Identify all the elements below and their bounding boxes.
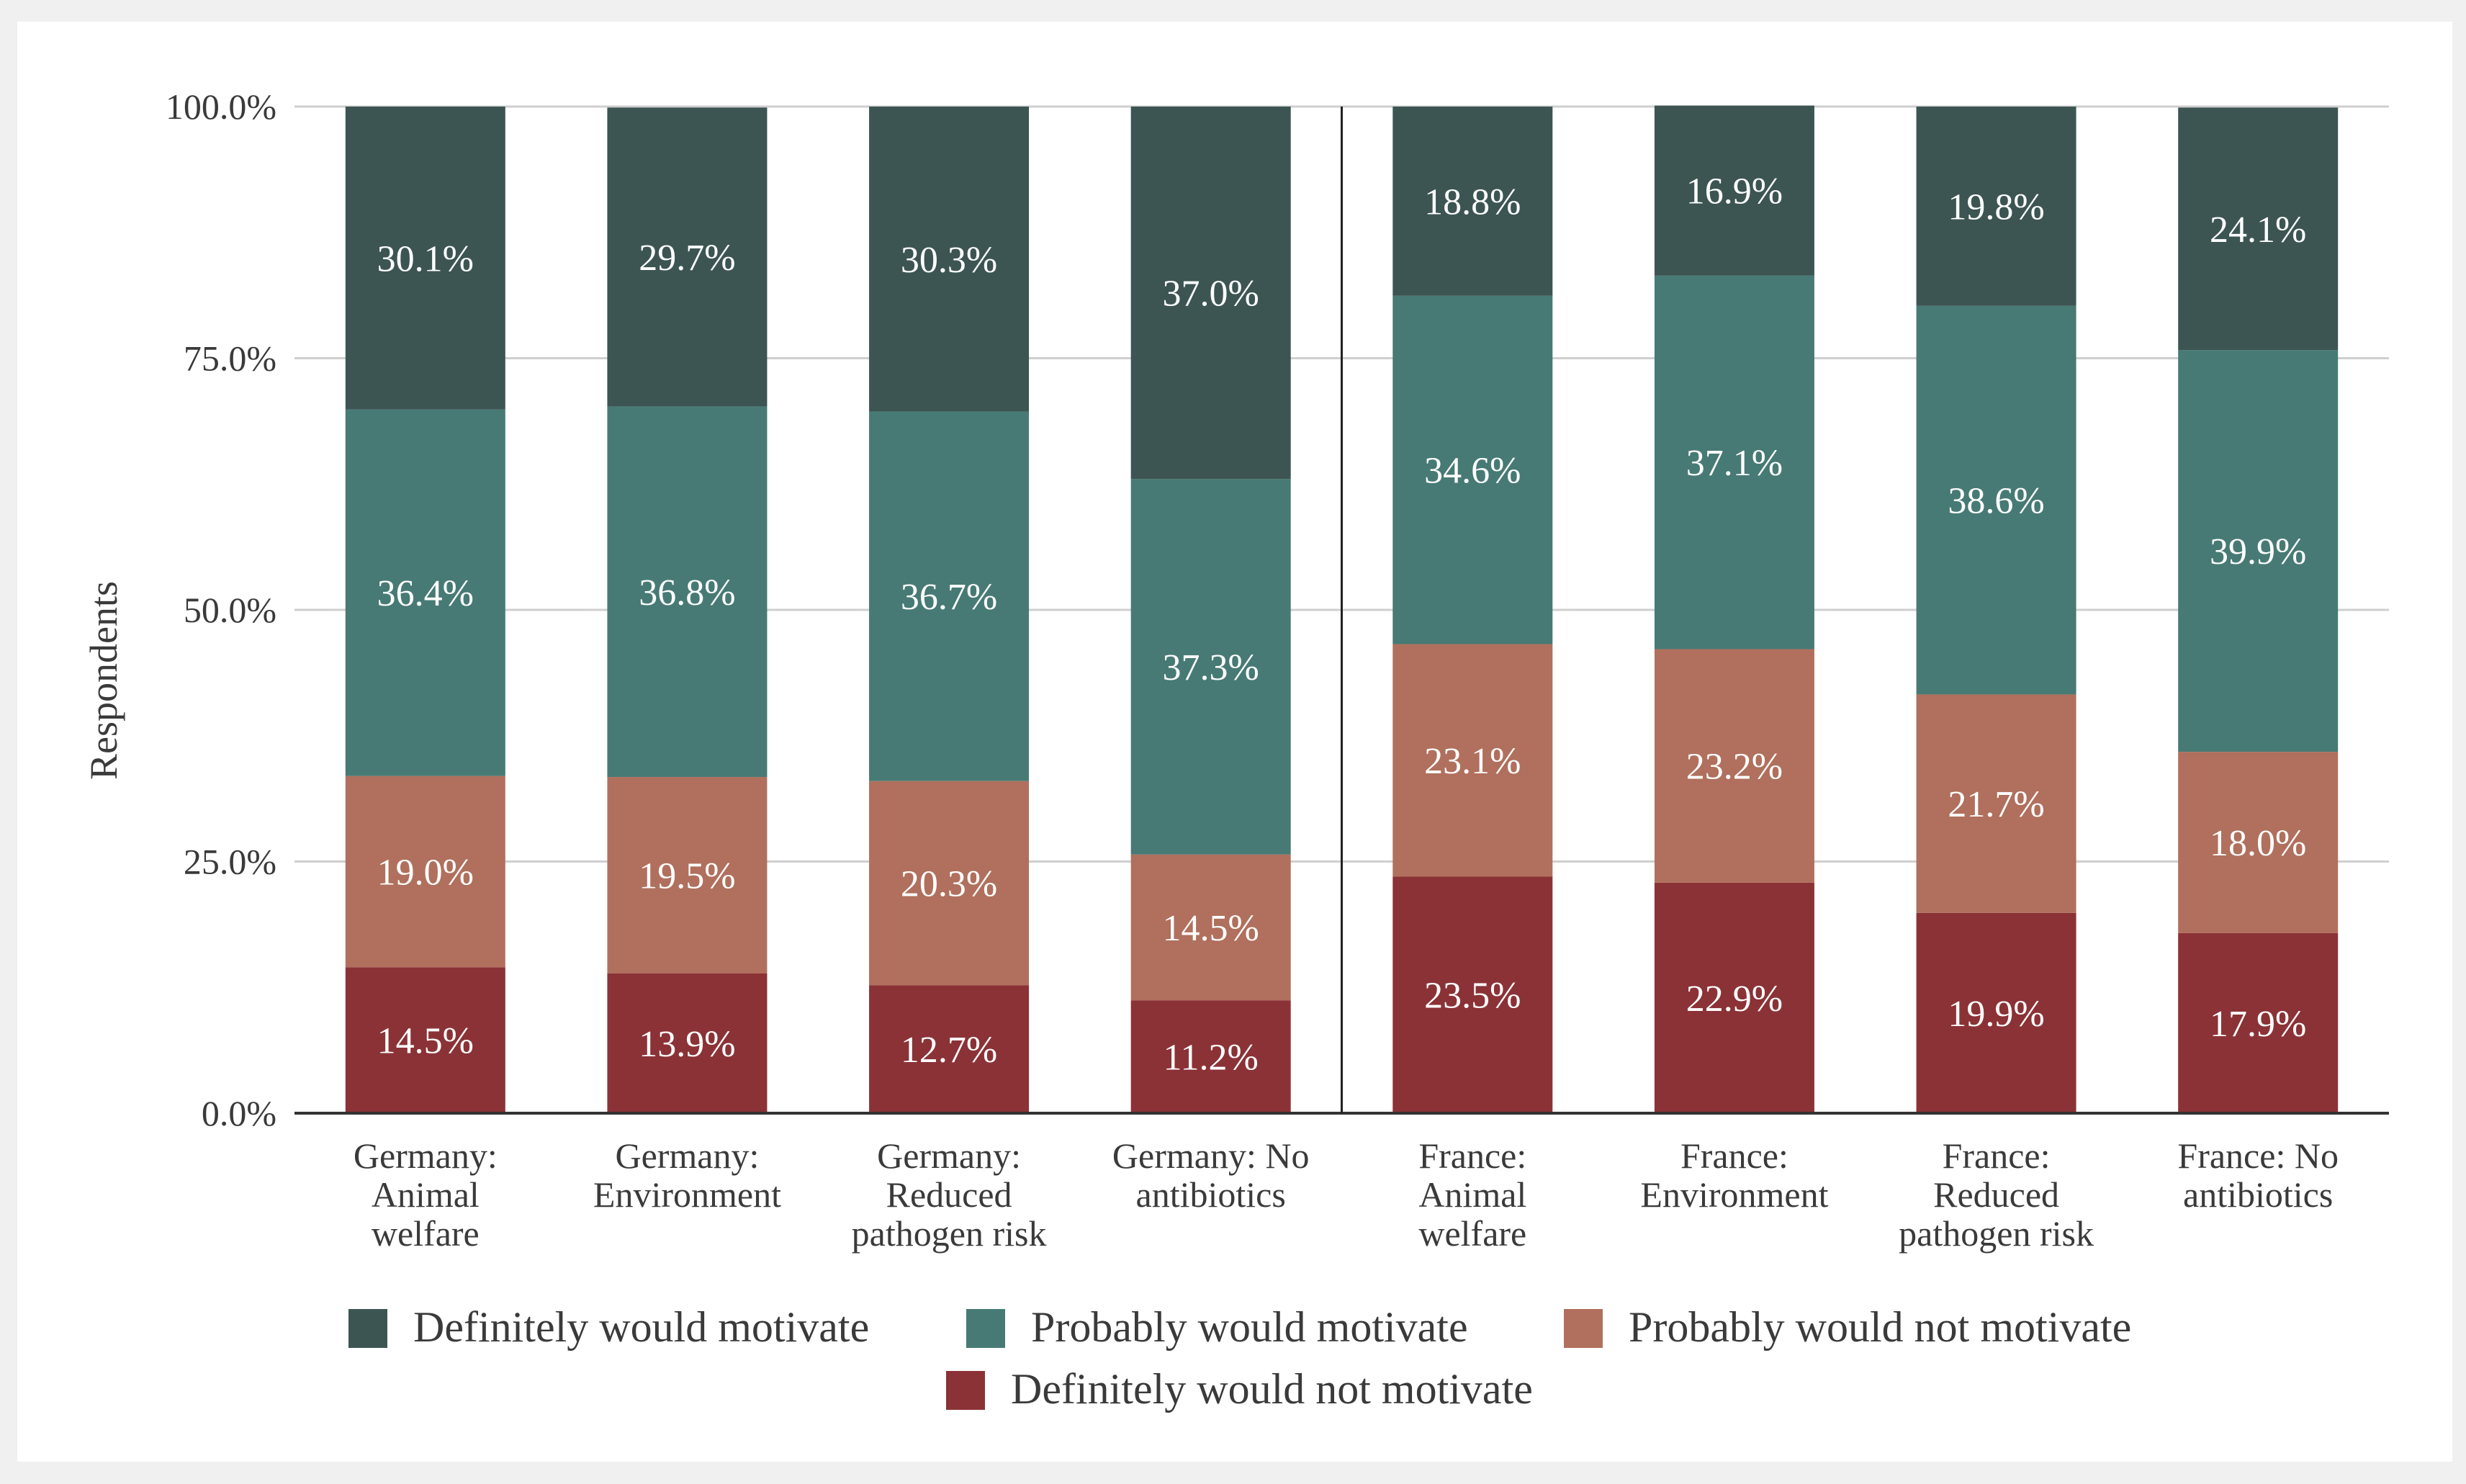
x-axis-categories: Germany: Animal welfare Germany: Environment… — [354, 1136, 2339, 1254]
axes — [294, 107, 2389, 1115]
bar-segment — [1654, 882, 1814, 1113]
bar-segment — [869, 107, 1030, 412]
x-category-label: France: Reduced pathogen risk — [1899, 1136, 2094, 1254]
data-label: 36.7% — [901, 577, 997, 618]
x-category-label: Germany: No antibiotics — [1112, 1136, 1310, 1215]
bar-segment — [607, 973, 768, 1113]
data-label: 23.1% — [1424, 741, 1521, 782]
stacked-bar-chart: 0.0% 25.0% 50.0% 75.0% 100.0% 14.5% 19.0% 36.4… — [82, 86, 2389, 1413]
data-label: 13.9% — [639, 1024, 735, 1065]
y-tick-label: 50.0% — [184, 590, 276, 630]
data-label: 29.7% — [639, 238, 735, 279]
data-label: 18.8% — [1424, 181, 1521, 222]
y-tick-label: 25.0% — [184, 842, 276, 882]
y-axis-ticks: 0.0% 25.0% 50.0% 75.0% 100.0% — [166, 86, 276, 1133]
bar-segment — [1392, 644, 1553, 877]
data-label: 14.5% — [1163, 908, 1259, 949]
data-label: 12.7% — [901, 1030, 997, 1071]
data-label: 20.3% — [901, 864, 997, 905]
y-axis-title: Respondents — [82, 581, 125, 780]
bar-segment — [869, 411, 1030, 781]
data-label: 39.9% — [2210, 531, 2306, 572]
data-label: 18.0% — [2210, 823, 2306, 864]
bar-segment — [869, 985, 1030, 1113]
x-category-label: France: No antibiotics — [2177, 1136, 2339, 1215]
data-label: 19.0% — [377, 852, 474, 893]
bar-segment — [2178, 107, 2339, 351]
bar-segment — [1130, 854, 1291, 1001]
bar-segment — [1130, 1000, 1291, 1113]
data-label: 11.2% — [1163, 1038, 1258, 1079]
data-label: 23.2% — [1686, 747, 1783, 788]
data-label: 24.1% — [2210, 210, 2306, 251]
x-category-label: France: Animal welfare — [1418, 1136, 1526, 1254]
legend: Definitely would motivate Probably would … — [348, 1303, 2131, 1413]
data-labels: 14.5% 19.0% 36.4% 30.1% 13.9% 19.5% 36.8% 29.7%… — [377, 171, 2307, 1079]
bar-segment — [1654, 649, 1814, 883]
data-label: 37.0% — [1163, 274, 1259, 315]
data-label: 30.3% — [901, 240, 997, 281]
legend-label: Definitely would not motivate — [1011, 1365, 1533, 1413]
bars — [345, 105, 2339, 1113]
data-label: 36.4% — [377, 573, 474, 614]
bar-segment — [1392, 295, 1553, 644]
bar-segment — [1130, 107, 1291, 480]
x-category-label: Germany: Animal welfare — [354, 1136, 498, 1254]
bar-segment — [345, 775, 505, 968]
bar-segment — [1654, 275, 1814, 649]
y-tick-label: 100.0% — [166, 86, 276, 127]
y-tick-label: 0.0% — [202, 1093, 276, 1133]
bar-segment — [1654, 105, 1814, 276]
bar-segment — [869, 781, 1030, 986]
data-label: 30.1% — [377, 238, 474, 279]
y-tick-label: 75.0% — [184, 338, 276, 379]
x-category-label: Germany: Environment — [593, 1136, 781, 1215]
legend-label: Definitely would motivate — [413, 1303, 869, 1351]
data-label: 19.8% — [1948, 186, 2044, 228]
bar-segment — [1916, 305, 2076, 695]
bar-segment — [1916, 107, 2076, 306]
bar-segment — [607, 107, 768, 407]
bar-segment — [1130, 479, 1291, 855]
data-label: 37.1% — [1686, 443, 1783, 484]
legend-swatch — [946, 1371, 985, 1410]
legend-swatch — [1564, 1309, 1603, 1348]
data-label: 19.5% — [639, 855, 735, 896]
chart-frame: 0.0% 25.0% 50.0% 75.0% 100.0% 14.5% 19.0% 36.4… — [17, 22, 2452, 1462]
data-label: 19.9% — [1948, 994, 2044, 1035]
bar-segment — [1392, 107, 1553, 296]
data-label: 21.7% — [1948, 784, 2044, 825]
x-category-label: France: Environment — [1640, 1136, 1828, 1215]
data-label: 38.6% — [1948, 481, 2044, 522]
data-label: 34.6% — [1424, 451, 1521, 492]
bar-segment — [1916, 694, 2076, 913]
bar-segment — [1916, 912, 2076, 1113]
legend-label: Probably would not motivate — [1629, 1303, 2131, 1351]
bar-segment — [345, 409, 505, 776]
bar-segment — [2178, 932, 2339, 1113]
data-label: 36.8% — [639, 572, 735, 613]
bar-segment — [345, 107, 505, 410]
data-label: 23.5% — [1424, 976, 1521, 1017]
data-label: 22.9% — [1686, 979, 1783, 1020]
bar-segment — [607, 777, 768, 973]
legend-swatch — [966, 1309, 1005, 1348]
bar-segment — [1392, 876, 1553, 1113]
x-category-label: Germany: Reduced pathogen risk — [852, 1136, 1047, 1254]
bar-segment — [2178, 350, 2339, 752]
bar-segment — [2178, 752, 2339, 933]
bar-segment — [345, 967, 505, 1113]
data-label: 14.5% — [377, 1021, 474, 1062]
legend-label: Probably would motivate — [1031, 1303, 1468, 1351]
data-label: 17.9% — [2210, 1004, 2306, 1045]
data-label: 37.3% — [1163, 647, 1259, 688]
data-label: 16.9% — [1686, 171, 1783, 212]
legend-swatch — [348, 1309, 387, 1348]
bar-segment — [607, 406, 768, 778]
